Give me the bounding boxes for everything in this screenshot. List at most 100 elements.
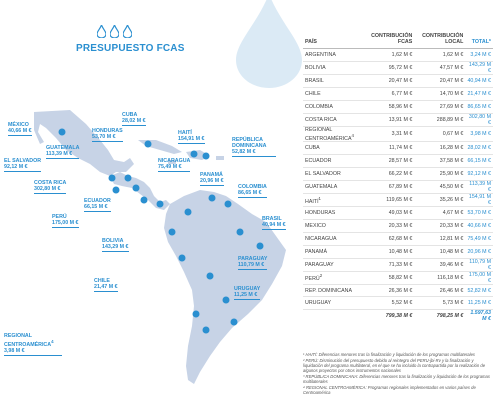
pin-mexico — [58, 128, 66, 136]
map-label-uruguay: URUGUAY 11,25 M € — [234, 286, 261, 300]
cell-local: 25,90 M € — [414, 167, 466, 181]
cell-local: 20,47 M € — [414, 74, 466, 88]
map-region-cuba — [138, 140, 182, 154]
cell-fcas: 20,47 M € — [364, 74, 415, 88]
table-row: BOLIVIA 95,72 M €47,57 M €143,29 M € — [303, 61, 493, 75]
pin-honduras — [124, 174, 132, 182]
table-row: HONDURAS 49,03 M €4,67 M €53,70 M € — [303, 206, 493, 220]
cell-country: ARGENTINA — [303, 48, 365, 62]
cell-fcas: 119,65 M € — [364, 193, 415, 207]
pin-brazil — [236, 228, 244, 236]
pin-bolivia — [206, 272, 214, 280]
cell-local: 116,18 M € — [414, 271, 466, 285]
map-region-central-america — [110, 172, 170, 210]
table-row: REP. DOMINICANA 26,36 M €26,46 M €52,82 M… — [303, 284, 493, 298]
drop-icon — [97, 25, 106, 38]
drop-icon — [110, 25, 119, 38]
cell-country: EL SALVADOR — [303, 167, 365, 181]
table-row: CUBA 11,74 M €16,28 M €28,02 M € — [303, 141, 493, 156]
cell-total: 53,70 M € — [465, 206, 493, 220]
pin-el-salvador — [112, 186, 120, 194]
map-region-mexico — [34, 110, 134, 176]
cell-total: 28,02 M € — [465, 141, 493, 156]
cell-country: PANAMÁ — [303, 245, 365, 259]
pin-costa-rica — [140, 196, 148, 204]
table-row: CHILE 6,77 M €14,70 M €21,47 M € — [303, 87, 493, 101]
cell-total: 92,12 M € — [465, 167, 493, 181]
cell-fcas: 26,36 M € — [364, 284, 415, 298]
map-label-chile: CHILE 21,47 M € — [94, 278, 118, 292]
cell-local: 10,48 M € — [414, 245, 466, 259]
cell-local: 45,50 M € — [414, 180, 466, 194]
cell-fcas: 49,03 M € — [364, 206, 415, 220]
table-row: GUATEMALA 67,89 M €45,50 M €113,39 M € — [303, 180, 493, 194]
cell-total: 20,96 M € — [465, 245, 493, 259]
cell-fcas: 62,68 M € — [364, 232, 415, 246]
cell-fcas: 66,22 M € — [364, 167, 415, 181]
latin-america-map — [34, 110, 286, 384]
table-header-row: PAÍS CONTRIBUCIÓN FCAS CONTRIBUCIÓN LOCA… — [303, 30, 493, 49]
cell-total: 143,29 M € — [465, 61, 493, 75]
cell-local: 20,33 M € — [414, 219, 466, 233]
cell-country: ECUADOR — [303, 154, 365, 169]
cell-country: PERÚ2 — [303, 271, 365, 285]
cell-local: 4,67 M € — [414, 206, 466, 220]
cell-fcas: 11,74 M € — [364, 141, 415, 156]
cell-fcas: 71,33 M € — [364, 258, 415, 272]
map-label-panama: PANAMÁ 20,96 M € — [200, 172, 224, 186]
cell-country: REP. DOMINICANA — [303, 284, 365, 298]
cell-total-total: 1.597,63 M € — [470, 310, 491, 323]
cell-country: REGIONAL CENTROAMÉRICA4 — [303, 126, 365, 143]
cell-fcas: 28,57 M € — [364, 154, 415, 169]
map-label-republica-dominicana: REPÚBLICA DOMINICANA 52,82 M € — [232, 137, 276, 157]
chart-title: PRESUPUESTO FCAS — [76, 43, 185, 54]
pin-uruguay — [230, 318, 238, 326]
cell-local: 27,69 M € — [414, 100, 466, 114]
drop-icon — [123, 25, 132, 38]
cell-country: CHILE — [303, 87, 365, 101]
footnote: ⁴ REGIONAL CENTROAMÉRICA: Programas regi… — [303, 385, 476, 395]
cell-country: MEXICO — [303, 219, 365, 233]
map-label-regional-centroamerica: REGIONAL CENTROAMÉRICA4 3,98 M € — [4, 333, 62, 356]
map-region-puerto-rico — [216, 156, 224, 160]
map-label-el-salvador: EL SALVADOR 92,12 M € — [4, 158, 42, 172]
pin-venezuela — [208, 194, 216, 202]
cell-empty — [303, 310, 364, 323]
map-label-honduras: HONDURAS 53,70 M € — [92, 128, 123, 142]
map-label-peru: PERÚ 175,00 M € — [52, 214, 79, 228]
large-drop-icon — [236, 0, 302, 88]
footnote: ² PERÚ: Disminución del presupuesto debi… — [303, 358, 486, 373]
cell-local: 39,46 M € — [414, 258, 466, 272]
map-region-south-america — [164, 190, 286, 384]
pin-peru — [178, 254, 186, 262]
map-label-mexico: MÉXICO 40,66 M € — [8, 122, 32, 136]
col-header-fcas: CONTRIBUCIÓN FCAS — [364, 30, 415, 49]
cell-local: 5,73 M € — [414, 296, 466, 311]
pin-chile — [192, 310, 200, 318]
cell-total: 3,98 M € — [465, 126, 493, 143]
cell-local: 288,89 M € — [414, 113, 466, 127]
cell-fcas: 3,31 M € — [364, 126, 415, 143]
pin-nicaragua — [132, 184, 140, 192]
cell-total: 154,91 M € — [465, 193, 493, 207]
pin-cuba — [144, 140, 152, 148]
cell-country: BOLIVIA — [303, 61, 365, 75]
col-header-local: CONTRIBUCIÓN LOCAL — [414, 30, 466, 49]
cell-country: GUATEMALA — [303, 180, 365, 194]
cell-fcas: 95,72 M € — [364, 61, 415, 75]
cell-local: 0,67 M € — [414, 126, 466, 143]
cell-total-fcas: 799,38 M € — [385, 313, 413, 320]
map-label-paraguay: PARAGUAY 110,79 M € — [238, 256, 268, 270]
cell-total: 40,66 M € — [465, 219, 493, 233]
cell-fcas: 5,52 M € — [364, 296, 415, 311]
cell-fcas: 20,33 M € — [364, 219, 415, 233]
cell-country: COSTA RICA — [303, 113, 365, 127]
cell-country: PARAGUAY — [303, 258, 365, 272]
cell-total: 52,82 M € — [465, 284, 493, 298]
map-label-bolivia: BOLIVIA 143,29 M € — [102, 238, 129, 252]
footnote: ¹ HAITÍ: Diferencias menores tras la fin… — [303, 352, 475, 357]
map-label-guatemala: GUATEMALA 113,39 M € — [46, 145, 80, 159]
table-row: PARAGUAY 71,33 M €39,46 M €110,79 M € — [303, 258, 493, 272]
pin-guyana — [224, 200, 232, 208]
cell-country: CUBA — [303, 141, 365, 156]
